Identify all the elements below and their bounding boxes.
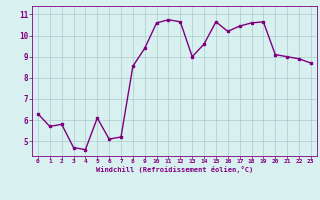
X-axis label: Windchill (Refroidissement éolien,°C): Windchill (Refroidissement éolien,°C): [96, 166, 253, 173]
